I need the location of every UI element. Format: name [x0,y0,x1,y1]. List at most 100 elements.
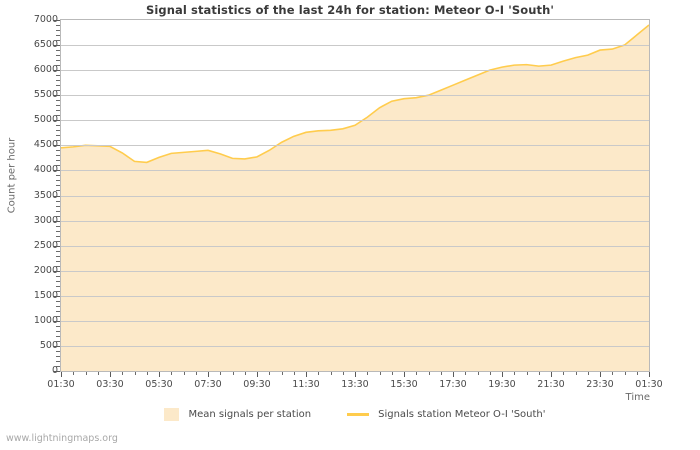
plot-area [60,19,650,372]
y-axis-minor-tick [56,50,60,52]
x-axis-tick [159,372,160,377]
x-axis-tick-label: 17:30 [439,379,467,390]
x-axis-minor-tick [477,372,479,375]
x-axis-minor-tick [416,372,418,375]
legend-area-swatch-icon [164,408,180,421]
y-axis-minor-tick [56,305,60,307]
x-axis-minor-tick [134,372,136,375]
x-axis-minor-tick [195,372,197,375]
x-axis-tick [502,372,503,377]
y-axis-tick-label: 6500 [33,39,58,51]
legend-line-swatch-icon [347,413,370,416]
x-axis-tick [453,372,454,377]
x-axis-tick [61,372,62,377]
x-axis-minor-tick [293,372,295,375]
x-axis-minor-tick [624,372,626,375]
y-axis-minor-tick [56,90,60,92]
y-axis-minor-tick [56,115,60,117]
x-axis-tick [404,372,405,377]
gridline [61,95,649,97]
y-axis-tick-label: 500 [39,339,58,351]
gridline [61,345,649,347]
x-axis-tick [551,372,552,377]
chart-legend: Mean signals per station Signals station… [60,408,650,421]
x-axis-tick [208,372,209,377]
legend-label-station-signals: Signals station Meteor O-I 'South' [378,409,546,420]
y-axis-minor-tick [56,35,60,37]
y-axis-minor-tick [56,100,60,102]
y-axis-tick [54,195,60,197]
x-axis-minor-tick [342,372,344,375]
y-axis-tick [54,270,60,272]
y-axis-minor-tick [56,135,60,137]
x-axis-minor-tick [244,372,246,375]
x-axis-tick [600,372,601,377]
x-axis-minor-tick [379,372,381,375]
x-axis-tick-label: 01:30 [635,379,663,390]
x-axis-minor-tick [538,372,540,375]
x-axis-minor-tick [612,372,614,375]
gridline [61,170,649,172]
y-axis-minor-tick [56,200,60,202]
x-axis-minor-tick [514,372,516,375]
y-axis-minor-tick [56,225,60,227]
x-axis-minor-tick [587,372,589,375]
y-axis-tick-label: 3000 [33,214,58,226]
x-axis-minor-tick [220,372,222,375]
y-axis-minor-tick [56,360,60,362]
y-axis-minor-tick [56,30,60,32]
gridline [61,320,649,322]
y-axis-minor-tick [56,150,60,152]
y-axis-minor-tick [56,315,60,317]
y-axis-minor-tick [56,85,60,87]
y-axis-tick-label: 4000 [33,164,58,176]
y-axis-minor-tick [56,285,60,287]
gridline [61,245,649,247]
x-axis-minor-tick [183,372,185,375]
x-axis-minor-tick [122,372,124,375]
y-axis-tick-label: 5500 [33,89,58,101]
gridline [61,45,649,47]
x-axis-tick-label: 09:30 [243,379,271,390]
x-axis-title: Time [625,392,650,403]
y-axis-minor-tick [56,325,60,327]
x-axis-minor-tick [367,372,369,375]
y-axis-minor-tick [56,300,60,302]
y-axis-minor-tick [56,210,60,212]
x-axis-tick [306,372,307,377]
y-axis-minor-tick [56,155,60,157]
x-axis-minor-tick [318,372,320,375]
y-axis-minor-tick [56,215,60,217]
y-axis-tick [54,20,60,21]
y-axis-minor-tick [56,275,60,277]
y-axis-tick [54,95,60,97]
y-axis-minor-tick [56,365,60,367]
x-axis-minor-tick [85,372,87,375]
y-axis-minor-tick [56,355,60,357]
y-axis-minor-tick [56,265,60,267]
x-axis-minor-tick [281,372,283,375]
legend-item-station-signals: Signals station Meteor O-I 'South' [347,409,546,420]
x-axis-tick-label: 01:30 [47,379,75,390]
y-axis-minor-tick [56,60,60,62]
y-axis-minor-tick [56,335,60,337]
y-axis-tick-label: 2000 [33,264,58,276]
y-axis-minor-tick [56,260,60,262]
y-axis-minor-tick [56,55,60,57]
y-axis-tick [54,295,60,297]
gridline [61,220,649,222]
gridline [61,195,649,197]
y-axis-minor-tick [56,65,60,67]
y-axis-tick [54,345,60,347]
x-axis-tick-label: 07:30 [194,379,222,390]
x-axis-tick-label: 19:30 [488,379,516,390]
x-axis-minor-tick [636,372,638,375]
y-axis-minor-tick [56,175,60,177]
y-axis-tick [54,170,60,172]
x-axis-tick [110,372,111,377]
x-axis-minor-tick [526,372,528,375]
y-axis-minor-tick [56,255,60,257]
y-axis-minor-tick [56,250,60,252]
y-axis-minor-tick [56,290,60,292]
